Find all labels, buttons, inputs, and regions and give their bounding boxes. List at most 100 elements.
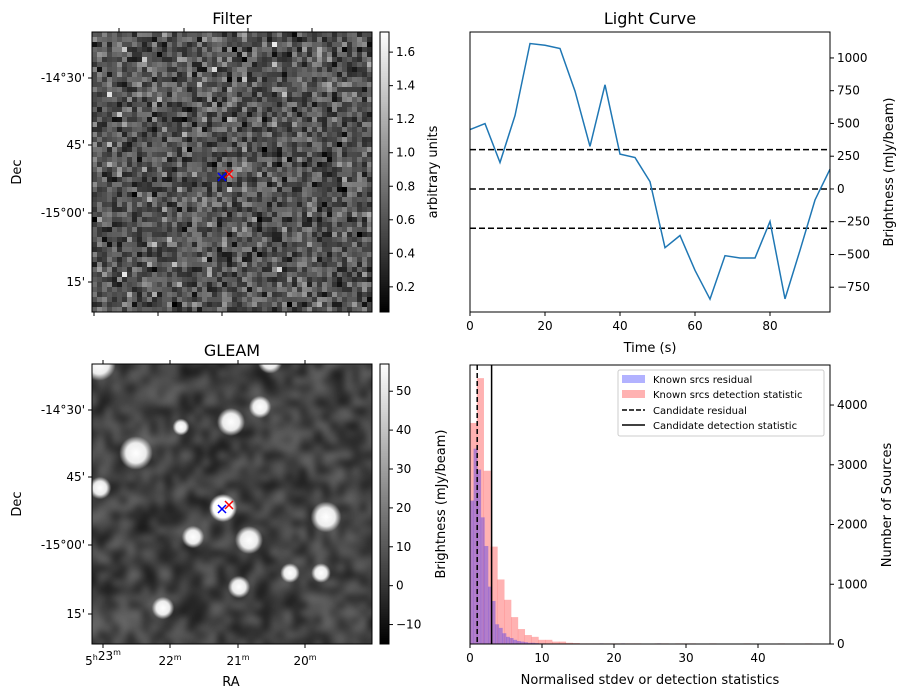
colorbar-tick-label: 1.0	[396, 146, 415, 160]
candidate-blue-x-marker	[217, 172, 227, 182]
lightcurve-xlabel: Time (s)	[623, 341, 677, 356]
residual-bar	[491, 600, 496, 644]
image-frame	[91, 31, 373, 313]
y-tick-label: −250	[837, 215, 870, 229]
y-tick-label: 1000	[837, 577, 868, 591]
detection-bar	[531, 636, 539, 644]
ra-tick-label: 22m	[158, 653, 181, 668]
residual-bar	[531, 642, 536, 644]
colorbar-tick-label: 1.2	[396, 112, 415, 126]
gleam-ylabel: Dec	[10, 491, 25, 516]
x-tick-label: 80	[762, 319, 777, 333]
detection-bar	[517, 629, 526, 644]
x-tick-label: 20	[537, 319, 552, 333]
y-tick-label: 500	[837, 116, 860, 130]
filter-colorbar	[380, 32, 389, 312]
x-tick-label: 10	[534, 651, 549, 665]
dec-tick-label: -14°30'	[41, 403, 85, 417]
colorbar-tick-label: 30	[396, 462, 411, 476]
residual-bar	[513, 639, 518, 644]
detection-bar	[504, 599, 512, 644]
ra-tick-label: 5h23m	[85, 648, 121, 668]
candidate-blue-x-marker	[217, 504, 227, 514]
legend-swatch-detection	[622, 390, 645, 398]
dec-tick-label: 45'	[66, 138, 85, 152]
candidate-red-x-marker	[224, 169, 234, 179]
detection-bar	[545, 639, 553, 644]
colorbar-tick-label: 20	[396, 501, 411, 515]
filter-colorbar-label: arbitrary units	[426, 125, 441, 218]
filter-title: Filter	[212, 9, 252, 28]
lightcurve-title: Light Curve	[604, 9, 696, 28]
residual-bar	[502, 633, 507, 644]
dec-tick-label: 45'	[66, 470, 85, 484]
ra-tick-label: 20m	[293, 653, 316, 668]
detection-bar	[524, 635, 532, 644]
hist-legend: Known srcs residual Known srcs detection…	[617, 369, 825, 437]
hist-xlabel: Normalised stdev or detection statistics	[521, 673, 780, 688]
legend-swatch-residual	[622, 375, 645, 383]
colorbar-tick-label: 1.6	[396, 45, 415, 59]
dec-tick-label: 15'	[66, 275, 85, 289]
residual-bar	[480, 517, 485, 644]
hist-frame	[469, 364, 831, 645]
x-tick-label: 0	[466, 319, 474, 333]
lightcurve-frame	[469, 31, 831, 313]
residual-bar	[495, 624, 500, 644]
y-tick-label: 250	[837, 149, 860, 163]
residual-bar	[527, 642, 532, 644]
colorbar-tick-label: 40	[396, 423, 411, 437]
y-tick-label: 750	[837, 84, 860, 98]
colorbar-tick-label: 0.8	[396, 179, 415, 193]
candidate-red-x-marker	[224, 500, 234, 510]
dec-tick-label: -15°00'	[41, 206, 85, 220]
detection-bar	[483, 470, 491, 644]
detection-bar	[511, 617, 519, 644]
hist-ylabel: Number of Sources	[880, 443, 895, 568]
colorbar-tick-label: 0.4	[396, 246, 415, 260]
gleam-colorbar-label: Brightness (mJy/beam)	[434, 430, 449, 579]
gleam-xlabel: RA	[222, 675, 240, 690]
residual-bar	[524, 642, 528, 644]
colorbar-frame	[379, 363, 390, 645]
residual-bar	[470, 500, 474, 644]
colorbar-tick-label: −10	[396, 618, 421, 632]
colorbar-tick-label: 10	[396, 540, 411, 554]
gleam-colorbar	[380, 364, 389, 644]
y-tick-label: 0	[837, 637, 845, 651]
dec-tick-label: 15'	[66, 607, 85, 621]
residual-bar	[484, 546, 489, 644]
residual-bar	[477, 469, 482, 644]
detection-bar	[558, 641, 567, 644]
detection-bar	[497, 579, 505, 644]
detection-bar	[470, 422, 478, 644]
y-tick-label: 2000	[837, 518, 868, 532]
colorbar-frame	[379, 31, 390, 313]
filter-ylabel: Dec	[10, 159, 25, 184]
y-tick-label: 0	[837, 182, 845, 196]
lightcurve-ylabel: Brightness (mJy/beam)	[882, 98, 897, 247]
detection-bar	[552, 641, 560, 644]
light-curve-line	[469, 42, 831, 302]
gleam-image	[92, 364, 372, 644]
colorbar-tick-label: 0.6	[396, 213, 415, 227]
gleam-title: GLEAM	[204, 341, 260, 360]
x-tick-label: 30	[678, 651, 693, 665]
legend-label-detection: Known srcs detection statistic	[653, 390, 802, 401]
residual-bar	[473, 448, 478, 644]
dec-tick-label: -15°00'	[41, 538, 85, 552]
detection-bar	[490, 546, 498, 644]
detection-bar	[565, 642, 573, 644]
y-tick-label: 1000	[837, 51, 868, 65]
colorbar-tick-label: 1.4	[396, 79, 415, 93]
legend-label-candidate-residual: Candidate residual	[653, 406, 747, 417]
dec-tick-label: -14°30'	[41, 71, 85, 85]
x-tick-label: 20	[606, 651, 621, 665]
x-tick-label: 40	[750, 651, 765, 665]
image-frame	[91, 363, 373, 645]
colorbar-tick-label: 0	[396, 579, 404, 593]
y-tick-label: 3000	[837, 458, 868, 472]
ra-tick-label: 21m	[226, 653, 249, 668]
